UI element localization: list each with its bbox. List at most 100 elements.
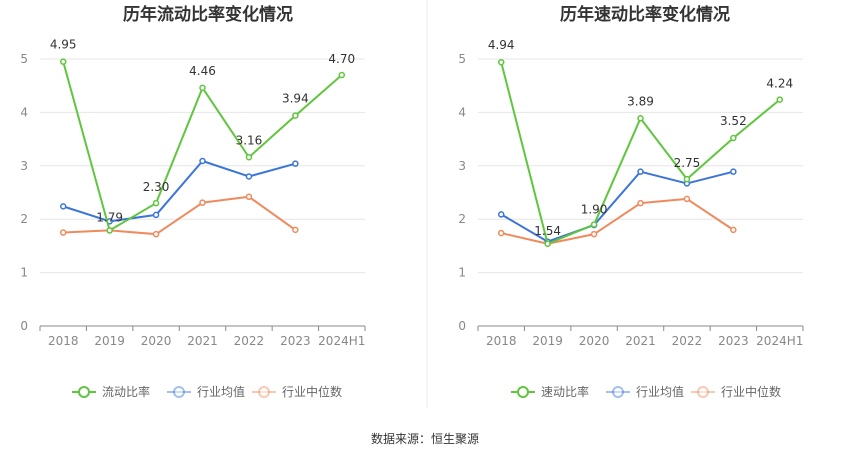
data-point[interactable]: [590, 221, 598, 228]
legend-label: 流动比率: [102, 384, 150, 399]
data-label: 3.94: [282, 92, 309, 106]
data-point[interactable]: [245, 173, 253, 180]
legend-label: 行业中位数: [282, 384, 342, 399]
data-point[interactable]: [292, 160, 299, 167]
data-point[interactable]: [199, 157, 206, 165]
legend-item[interactable]: 行业中位数: [252, 384, 342, 399]
series-line: [63, 195, 296, 236]
data-point[interactable]: [245, 193, 253, 201]
data-point[interactable]: [637, 199, 644, 207]
data-point[interactable]: [730, 168, 737, 175]
data-point[interactable]: [152, 230, 160, 238]
data-point[interactable]: [59, 58, 67, 65]
data-point[interactable]: [152, 199, 160, 207]
data-point[interactable]: [730, 134, 737, 142]
data-point[interactable]: [776, 96, 784, 103]
x-tick-label: 2018: [486, 334, 517, 348]
current-ratio-chart: 历年流动比率变化情况 0 1 2 3 4 5 2018 2019 2020 2021 2022 2023…: [20, 4, 366, 399]
legend-swatch-marker: [612, 386, 624, 398]
x-tick-label: 2019: [94, 334, 125, 348]
data-point[interactable]: [497, 229, 505, 237]
legend-swatch-marker: [697, 386, 709, 398]
x-tick-label: 2019: [532, 334, 563, 348]
data-point[interactable]: [683, 195, 691, 203]
data-source: 数据来源：恒生聚源: [371, 431, 479, 446]
y-tick-label: 2: [458, 212, 466, 226]
x-tick-label: 2020: [579, 334, 610, 348]
data-point[interactable]: [730, 226, 737, 234]
y-tick-label: 5: [458, 52, 466, 66]
x-tick-label: 2024H1: [756, 334, 803, 348]
legend-swatch-marker: [517, 386, 529, 398]
data-label: 4.94: [488, 38, 515, 52]
legend-item[interactable]: 速动比率: [511, 384, 589, 399]
legend-swatch-marker: [173, 386, 185, 398]
x-tick-label: 2024H1: [318, 334, 365, 348]
x-tick-label: 2023: [280, 334, 311, 348]
data-label: 4.24: [766, 77, 793, 91]
legend-swatch-marker: [258, 386, 270, 398]
legend-item[interactable]: 行业均值: [167, 384, 245, 399]
data-label: 3.16: [236, 133, 263, 147]
data-point[interactable]: [590, 230, 598, 238]
data-point[interactable]: [292, 112, 299, 119]
x-tick-label: 2021: [187, 334, 218, 348]
data-point[interactable]: [199, 199, 206, 206]
y-tick-label: 4: [458, 105, 466, 119]
x-tick-label: 2018: [48, 334, 79, 348]
y-tick-label: 0: [458, 319, 466, 333]
data-label: 2.30: [143, 180, 170, 194]
data-point[interactable]: [497, 211, 505, 218]
y-tick-label: 2: [20, 212, 28, 226]
data-point[interactable]: [338, 71, 346, 79]
chart-title: 历年流动比率变化情况: [123, 4, 293, 25]
data-point[interactable]: [59, 203, 67, 210]
x-tick-label: 2022: [672, 334, 703, 348]
legend-label: 行业均值: [197, 384, 245, 399]
data-label: 4.70: [328, 52, 355, 66]
data-point[interactable]: [106, 227, 113, 234]
series-line: [62, 159, 296, 223]
legend-label: 速动比率: [541, 384, 589, 399]
x-tick-label: 2022: [234, 334, 265, 348]
data-label: 4.46: [189, 64, 216, 78]
data-label: 3.89: [627, 94, 654, 108]
legend-label: 行业均值: [636, 384, 684, 399]
data-point[interactable]: [637, 115, 644, 122]
data-point[interactable]: [683, 175, 691, 183]
data-point[interactable]: [199, 84, 206, 92]
x-tick-label: 2021: [625, 334, 656, 348]
data-label: 1.79: [96, 210, 123, 224]
data-label: 2.75: [674, 156, 701, 170]
data-point[interactable]: [152, 211, 160, 219]
data-point[interactable]: [245, 154, 253, 161]
y-tick-label: 0: [20, 319, 28, 333]
legend-item[interactable]: 行业均值: [606, 384, 684, 399]
series-line: [500, 61, 781, 245]
chart-title: 历年速动比率变化情况: [560, 4, 730, 25]
legend-item[interactable]: 流动比率: [72, 384, 150, 399]
data-label: 1.90: [581, 203, 608, 217]
data-point[interactable]: [637, 168, 644, 175]
data-point[interactable]: [292, 226, 299, 234]
x-tick-label: 2020: [141, 334, 172, 348]
quick-ratio-chart: 历年速动比率变化情况 0 1 2 3 4 5 2018 2019 2020 2021 2022 2023…: [458, 4, 804, 399]
data-label: 4.95: [50, 38, 77, 52]
legend-swatch-marker: [78, 386, 90, 398]
y-tick-label: 5: [20, 52, 28, 66]
legend-item[interactable]: 行业中位数: [691, 384, 781, 399]
data-point[interactable]: [497, 58, 505, 66]
data-label: 3.52: [720, 114, 747, 128]
y-tick-label: 1: [458, 266, 466, 280]
data-label: 1.54: [534, 224, 561, 238]
data-point[interactable]: [59, 229, 67, 236]
data-point[interactable]: [544, 240, 551, 248]
legend-label: 行业中位数: [721, 384, 781, 399]
series-line: [500, 197, 734, 245]
y-tick-label: 3: [458, 159, 466, 173]
y-tick-label: 1: [20, 266, 28, 280]
x-tick-label: 2023: [718, 334, 749, 348]
series-line: [500, 170, 734, 243]
y-tick-label: 3: [20, 159, 28, 173]
